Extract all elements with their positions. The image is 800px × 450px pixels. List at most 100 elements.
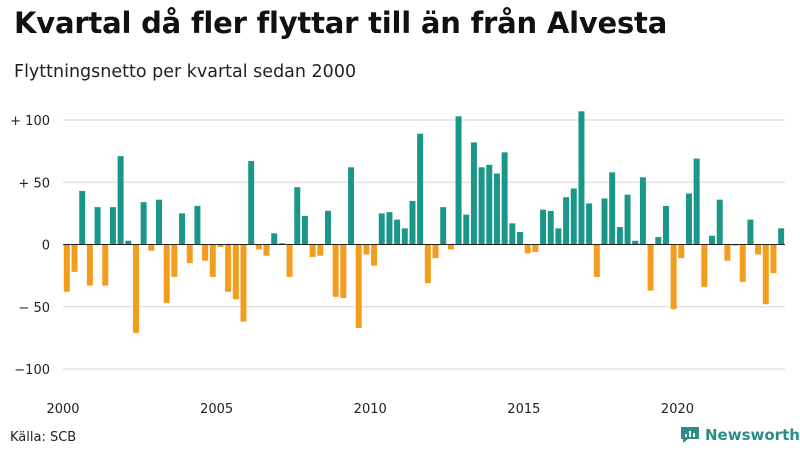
x-tick-label: 2000 (46, 402, 79, 417)
bar (639, 177, 646, 245)
bar (401, 228, 408, 245)
bar (424, 244, 431, 284)
bar (132, 244, 139, 333)
bar (317, 244, 324, 256)
bar (509, 223, 516, 245)
bar (71, 244, 78, 272)
bar (432, 244, 439, 259)
bar (332, 244, 339, 297)
bar (255, 244, 262, 250)
bar (632, 240, 639, 245)
bar (286, 244, 293, 277)
bar (532, 244, 539, 252)
bar (739, 244, 746, 282)
bar (301, 215, 308, 245)
bar (609, 172, 616, 245)
bar (662, 205, 669, 245)
bar (102, 244, 109, 286)
bar (501, 152, 508, 245)
bar (601, 198, 608, 245)
bar (217, 244, 224, 247)
bar (570, 188, 577, 245)
y-tick-label: −100 (14, 363, 50, 378)
bar (709, 235, 716, 245)
bar (125, 240, 132, 245)
bar (271, 233, 278, 245)
bar (747, 219, 754, 245)
bar (232, 244, 239, 300)
bar (148, 244, 155, 251)
bar (371, 244, 378, 266)
bar (524, 244, 531, 254)
bar (470, 142, 477, 245)
bar (194, 205, 201, 245)
bar (463, 214, 470, 245)
bar (685, 193, 692, 245)
chart-title: Kvartal då fler flyttar till än från Alv… (14, 6, 668, 40)
y-tick-label: − 50 (18, 301, 50, 316)
x-tick-label: 2010 (354, 402, 387, 417)
chart-subtitle: Flyttningsnetto per kvartal sedan 2000 (14, 62, 357, 82)
bar (701, 244, 708, 287)
bar (409, 200, 416, 245)
bar (278, 243, 285, 245)
bar (616, 227, 623, 245)
bar (240, 244, 247, 322)
bar (440, 207, 447, 245)
bar (294, 187, 301, 245)
bar (563, 197, 570, 245)
bar (394, 219, 401, 245)
bar (578, 111, 585, 245)
bar (79, 190, 86, 245)
bar (486, 164, 493, 245)
bar (762, 244, 769, 305)
brand-name: Newsworthy (705, 426, 800, 444)
bar (732, 244, 739, 246)
bar (693, 158, 700, 245)
bar (555, 228, 562, 245)
bar (547, 210, 554, 245)
bar (386, 212, 393, 245)
bar (678, 244, 685, 259)
bar (109, 207, 116, 245)
bar (755, 244, 762, 255)
bar (94, 207, 101, 245)
bar (248, 161, 255, 245)
bar (624, 194, 631, 245)
bar (493, 173, 500, 245)
bar (263, 244, 270, 256)
bar (447, 244, 454, 250)
bar (724, 244, 731, 261)
bar (417, 133, 424, 245)
y-tick-label: 0 (42, 239, 50, 254)
bar (186, 244, 193, 264)
bar (324, 210, 331, 245)
bar (716, 199, 723, 245)
bar (655, 237, 662, 245)
bar (117, 156, 124, 245)
bar (378, 213, 385, 245)
y-tick-label: + 100 (10, 114, 50, 129)
bar (171, 244, 178, 277)
y-tick-label: + 50 (18, 176, 50, 191)
bar (540, 209, 547, 245)
bar (63, 244, 70, 292)
bar (225, 244, 232, 292)
bar (309, 244, 316, 257)
source-note: Källa: SCB (10, 430, 77, 445)
x-tick-label: 2005 (200, 402, 233, 417)
bar (770, 244, 777, 274)
bar (348, 167, 355, 245)
bar (593, 244, 600, 277)
bar (156, 199, 163, 245)
bar (455, 116, 462, 245)
bar (355, 244, 362, 328)
bar (778, 228, 785, 245)
bar (86, 244, 93, 286)
bar (363, 244, 370, 255)
bar (517, 232, 524, 245)
bar (140, 202, 147, 245)
bar (163, 244, 170, 304)
bar-chart: + 100 + 50 0 − 50 −100 2000 2005 2010 2015 2020 (10, 111, 785, 417)
x-tick-label: 2015 (507, 402, 540, 417)
